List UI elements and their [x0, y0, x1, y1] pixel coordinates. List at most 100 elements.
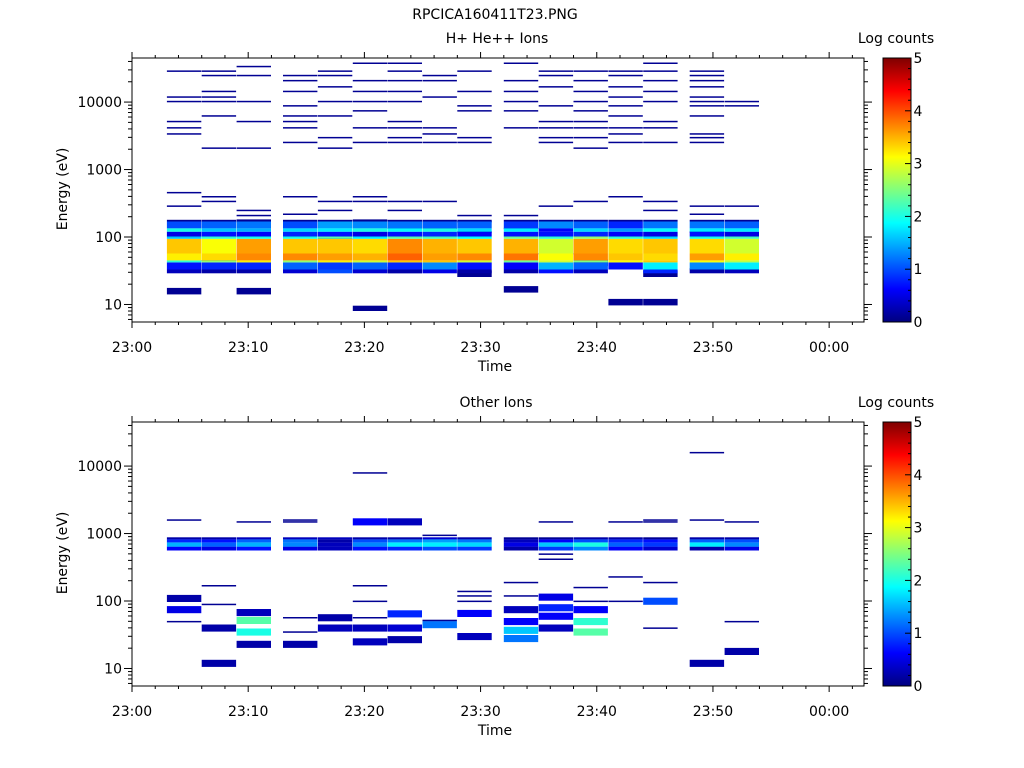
heatmap-cell: [503, 79, 539, 82]
heatmap-cell: [236, 628, 271, 636]
colorbar-ticks: 0 1 2 3 4 5: [905, 51, 923, 331]
heatmap-cell: [643, 200, 678, 203]
plot-axes: 23:00 23:10 23:20 23:30 23:40 23:50 00:00 10 100…: [77, 416, 872, 720]
heatmap-cell: [724, 262, 759, 270]
heatmap-cell: [201, 262, 237, 270]
heatmap-cell: [643, 539, 678, 543]
x-tick-label: 00:00: [809, 704, 849, 720]
heatmap-cell: [387, 141, 422, 144]
heatmap-cell: [643, 79, 678, 82]
heatmap-cell: [503, 221, 539, 229]
heatmap-cell: [236, 228, 271, 232]
heatmap-cell: [422, 537, 457, 540]
heatmap-cell: [608, 228, 643, 232]
heatmap-cell: [422, 619, 457, 622]
heatmap-cell: [573, 586, 608, 589]
heatmap-cell: [608, 542, 643, 547]
heatmap-cell: [317, 231, 353, 237]
heatmap-cell: [503, 238, 539, 254]
heatmap-cell: [283, 90, 318, 93]
colorbar-tick-label: 4: [914, 468, 923, 484]
heatmap-cell: [643, 542, 678, 547]
heatmap-cell: [608, 600, 643, 603]
colorbar-tick-label: 0: [914, 679, 923, 695]
heatmap-cell: [201, 546, 237, 551]
heatmap-cell: [201, 200, 237, 203]
colorbar: [882, 57, 912, 323]
heatmap-cell: [538, 219, 574, 222]
colorbar-label: Log counts: [858, 395, 934, 411]
heatmap-cell: [503, 539, 539, 543]
heatmap-cell: [503, 606, 539, 614]
heatmap-cell: [283, 105, 318, 107]
heatmap-cell: [283, 213, 318, 215]
heatmap-cell: [689, 205, 725, 207]
heatmap-cell: [724, 260, 759, 263]
heatmap-cell: [166, 238, 202, 254]
heatmap-cell: [317, 136, 353, 139]
heatmap-cell: [352, 238, 388, 254]
x-tick-label: 23:20: [344, 340, 384, 356]
heatmap-cells: [166, 451, 759, 667]
heatmap-cell: [166, 70, 202, 72]
heatmap-cell: [352, 253, 388, 261]
heatmap-cell: [387, 70, 422, 72]
heatmap-cell: [201, 539, 237, 543]
heatmap-cell: [422, 534, 457, 537]
heatmap-cell: [236, 260, 271, 263]
heatmap-cell: [503, 581, 539, 584]
heatmap-cell: [608, 70, 643, 72]
heatmap-cell: [283, 546, 318, 551]
heatmap-cell: [387, 209, 422, 212]
heatmap-cell: [387, 231, 422, 237]
heatmap-cell: [724, 105, 759, 107]
heatmap-cells: [166, 62, 759, 311]
heatmap-cell: [317, 537, 353, 540]
panel-other-ions: Other Ions Log counts Time Energy (eV) 2…: [55, 395, 934, 739]
heatmap-cell: [573, 231, 608, 237]
heatmap-cell: [283, 269, 318, 274]
heatmap-cell: [724, 100, 759, 103]
plot-frame: [131, 57, 865, 323]
heatmap-cell: [689, 542, 725, 547]
heatmap-cell: [643, 221, 678, 229]
heatmap-cell: [573, 546, 608, 551]
heatmap-cell: [166, 133, 202, 135]
colorbar-tick-label: 1: [914, 262, 923, 278]
heatmap-cell: [573, 628, 608, 636]
x-tick-label: 23:50: [693, 340, 733, 356]
panel-title: Other Ions: [459, 395, 532, 411]
heatmap-cell: [236, 209, 271, 212]
heatmap-cell: [166, 228, 202, 232]
x-tick-label: 23:20: [344, 704, 384, 720]
heatmap-cell: [166, 253, 202, 261]
heatmap-cell: [724, 620, 759, 623]
heatmap-cell: [503, 537, 539, 540]
heatmap-cell: [457, 595, 492, 597]
heatmap-cell: [538, 205, 574, 207]
heatmap-cell: [538, 253, 574, 261]
heatmap-cell: [724, 219, 759, 222]
heatmap-cell: [608, 74, 643, 77]
heatmap-cell: [422, 228, 457, 232]
heatmap-cell: [689, 133, 725, 135]
colorbar-tick-label: 4: [914, 104, 923, 120]
heatmap-cell: [352, 228, 388, 232]
heatmap-cell: [317, 624, 353, 632]
heatmap-cell: [608, 253, 643, 261]
x-axis-label: Time: [477, 359, 512, 375]
colorbar-ticks: 0 1 2 3 4 5: [905, 415, 923, 695]
heatmap-cell: [724, 221, 759, 229]
heatmap-cell: [503, 260, 539, 263]
heatmap-cell: [317, 539, 353, 543]
heatmap-cell: [503, 269, 539, 274]
heatmap-cell: [689, 221, 725, 229]
heatmap-cell: [503, 214, 539, 217]
heatmap-cell: [503, 546, 539, 551]
heatmap-cell: [573, 542, 608, 547]
heatmap-cell: [283, 262, 318, 270]
x-tick-label: 23:30: [460, 340, 500, 356]
heatmap-cell: [422, 96, 457, 98]
heatmap-cell: [283, 260, 318, 263]
heatmap-cell: [317, 260, 353, 263]
